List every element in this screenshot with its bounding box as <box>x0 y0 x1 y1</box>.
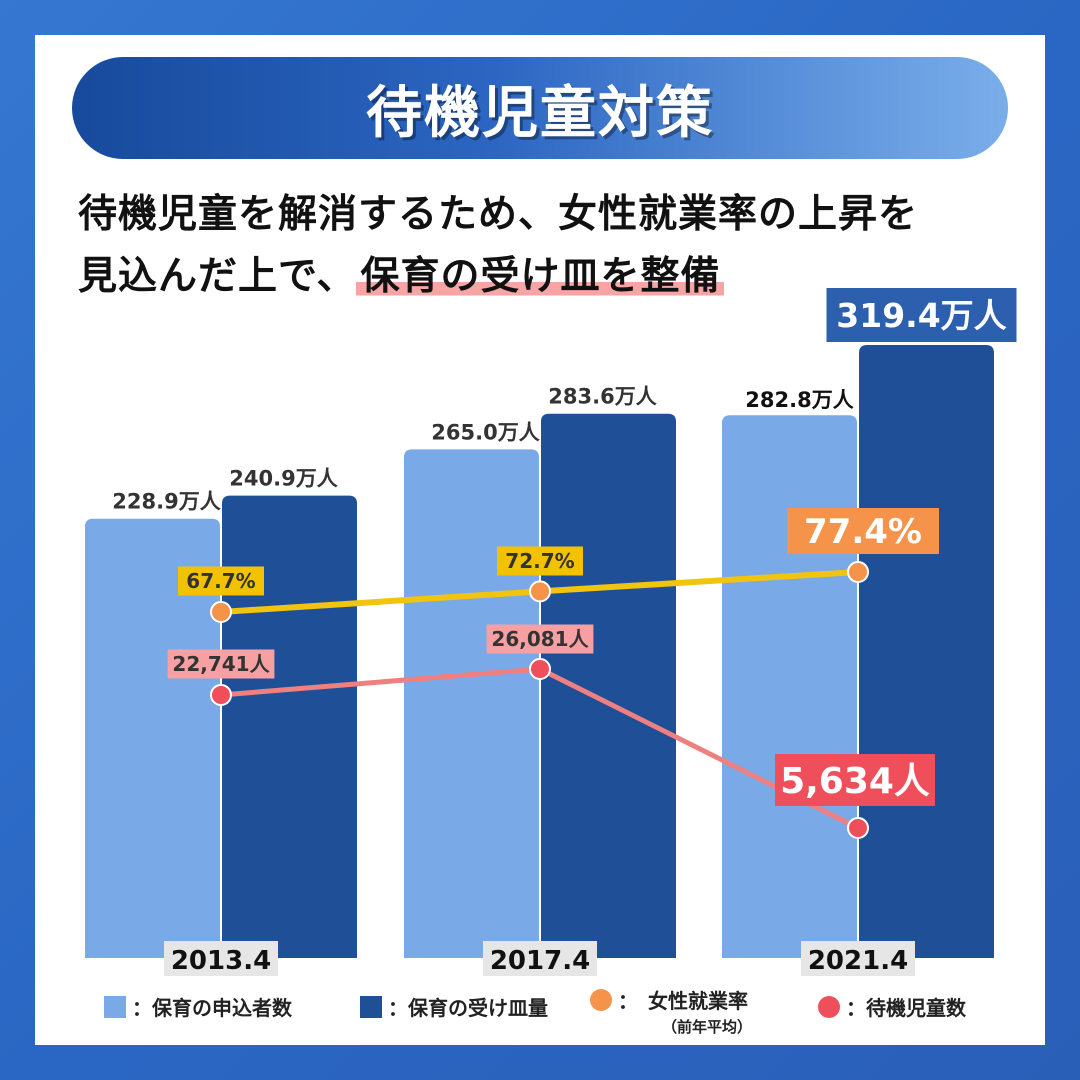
bar-capacity-2021.4 <box>859 345 994 958</box>
employment-rate-label-2013.4: 67.7% <box>186 569 255 593</box>
waiting-children-point-2013.4 <box>210 683 232 706</box>
bar-applicants-2013.4 <box>85 518 220 958</box>
waiting-children-label-2021.4: 5,634人 <box>780 761 930 802</box>
x-tick-box-2021.4 <box>801 941 915 976</box>
legend-capacity: ：保育の受け皿量 <box>360 992 548 1021</box>
subtitle-line-2: 見込んだ上で、 保育の受け皿を整備 <box>78 245 725 301</box>
employment-rate-label-2013.4-box <box>178 566 264 596</box>
employment-rate-point-2013.4 <box>210 601 232 623</box>
employment-rate-label-box-2021.4 <box>787 508 939 554</box>
legend-capacity-label: ：保育の受け皿量 <box>388 996 548 1020</box>
data-label-applicants-2017.4: 265.0万人 <box>431 420 539 444</box>
bar-capacity-2013.4 <box>222 495 357 958</box>
employment-rate-point-2017.4 <box>529 580 551 603</box>
legend-capacity-swatch <box>360 995 382 1018</box>
page-title: 待機児童対策 <box>72 57 1008 159</box>
legend-applicants-swatch <box>104 995 126 1018</box>
legend-employment-note: （前年平均） <box>662 1018 753 1036</box>
legend-waiting-label: ：待機児童数 <box>846 996 966 1020</box>
legend-employment: ： 女性就業率 <box>590 985 748 1014</box>
legend-waiting: ：待機児童数 <box>818 992 966 1021</box>
x-tick-2021.4: 2021.4 <box>808 946 908 976</box>
data-label-applicants-2013.4: 228.9万人 <box>112 490 220 514</box>
waiting-children-label-2017.4-box <box>486 624 594 654</box>
legend-waiting-dot <box>818 995 840 1018</box>
legend-applicants: ：保育の申込者数 <box>104 992 292 1021</box>
legend-employment-label: ： 女性就業率 <box>618 989 748 1013</box>
subtitle-line-1: 待機児童を解消するため、女性就業率の上昇を <box>78 192 919 237</box>
bar-applicants-2021.4 <box>722 415 857 958</box>
data-label-capacity-2013.4: 240.9万人 <box>229 467 337 491</box>
waiting-children-point-2017.4 <box>529 658 551 680</box>
bar-applicants-2017.4 <box>404 449 539 958</box>
employment-rate-point-2021.4 <box>847 561 869 583</box>
x-tick-box-2017.4 <box>483 941 597 976</box>
x-tick-2013.4: 2013.4 <box>171 946 271 976</box>
x-tick-2017.4: 2017.4 <box>490 946 590 976</box>
employment-rate-label-2017.4: 72.7% <box>505 549 574 573</box>
bar-capacity-2017.4 <box>541 413 676 958</box>
legend-applicants-label: ：保育の申込者数 <box>132 996 292 1020</box>
legend-employment-dot <box>590 988 612 1011</box>
data-label-capacity-2021.4: 319.4万人 <box>836 296 1006 335</box>
waiting-children-label-2013.4-box <box>167 649 275 679</box>
data-label-capacity-2017.4: 283.6万人 <box>548 385 656 409</box>
waiting-children-point-2021.4 <box>847 817 869 839</box>
waiting-children-label-2013.4: 22,741人 <box>172 652 270 676</box>
waiting-children-label-box-2021.4 <box>775 754 935 806</box>
data-label-applicants-2021.4: 282.8万人 <box>745 388 853 412</box>
subtitle-highlight: 保育の受け皿を整備 <box>356 254 725 299</box>
subtitle-line-2-plain: 見込んだ上で、 <box>78 254 357 299</box>
waiting-children-label-2017.4: 26,081人 <box>491 627 589 651</box>
employment-rate-label-2017.4-box <box>497 546 583 576</box>
employment-rate-label-2021.4: 77.4% <box>804 512 922 552</box>
data-label-capacity-box-2021.4 <box>826 288 1017 342</box>
x-tick-box-2013.4 <box>164 941 278 976</box>
